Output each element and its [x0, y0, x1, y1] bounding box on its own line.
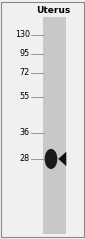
Text: 55: 55 — [19, 92, 30, 101]
Text: 28: 28 — [20, 154, 30, 163]
Text: 72: 72 — [19, 68, 30, 77]
FancyBboxPatch shape — [1, 2, 84, 237]
Text: 130: 130 — [15, 30, 30, 39]
Text: 95: 95 — [19, 49, 30, 58]
Ellipse shape — [45, 149, 57, 169]
FancyBboxPatch shape — [42, 17, 66, 234]
Text: Uterus: Uterus — [36, 6, 71, 15]
Text: 36: 36 — [20, 128, 30, 137]
Polygon shape — [58, 152, 66, 166]
